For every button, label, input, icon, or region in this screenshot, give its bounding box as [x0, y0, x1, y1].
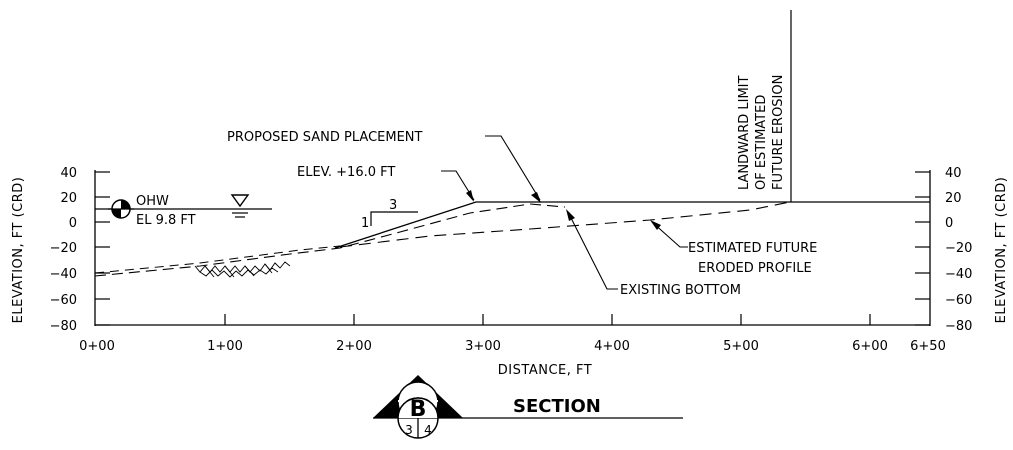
proposed-sand-leader [485, 135, 541, 201]
landward-line-2: OF ESTIMATED [754, 95, 769, 190]
water-level-icon [230, 194, 250, 218]
x-tick-label: 2+00 [336, 339, 372, 354]
right-tick-label: 40 [945, 166, 962, 181]
landward-limit-label: LANDWARD LIMIT OF ESTIMATED FUTURE EROSI… [737, 75, 786, 190]
left-tick-label: −60 [50, 293, 77, 308]
proposed-sand-arrowhead [531, 192, 541, 203]
right-axis-title: ELEVATION, FT (CRD) [994, 177, 1009, 324]
ohw-target-icon [108, 199, 134, 219]
elevation-arrowhead [466, 190, 474, 202]
right-tick-label: −80 [945, 319, 972, 334]
left-tick-label: −20 [50, 241, 77, 256]
left-tick-label: −40 [50, 267, 77, 282]
right-axis-tick-labels: 40 20 0 −20 −40 −60 −80 [945, 166, 972, 334]
sheet-number-left: 3 [405, 423, 413, 437]
ohw-elevation: EL 9.8 FT [136, 213, 196, 228]
x-tick-label: 0+00 [79, 339, 115, 354]
x-tick-label: 5+00 [723, 339, 759, 354]
left-axis-tick-labels: 40 20 0 −20 −40 −60 −80 [50, 166, 77, 334]
existing-bottom-leader [567, 211, 618, 290]
proposed-sand-label: PROPOSED SAND PLACEMENT [227, 130, 423, 145]
hardbottom-hatch [194, 261, 291, 278]
ohw-label: OHW [136, 194, 169, 209]
elevation-leader [441, 170, 475, 201]
bottom-axis-ticks [224, 314, 871, 325]
existing-bottom-arrowhead [566, 209, 575, 221]
section-marker: B 3 4 [373, 375, 463, 439]
section-letter: B [410, 397, 427, 422]
sheet-number-right: 4 [424, 423, 432, 437]
slope-indicator: 1 3 [361, 198, 418, 231]
left-tick-label: 0 [69, 216, 77, 231]
right-tick-label: 0 [945, 216, 953, 231]
section-title: SECTION [513, 396, 601, 417]
landward-line-1: LANDWARD LIMIT [737, 75, 752, 190]
left-tick-label: 20 [60, 191, 77, 206]
slope-run-label: 3 [389, 198, 397, 213]
left-axis-title: ELEVATION, FT (CRD) [11, 177, 26, 324]
eroded-arrowhead [650, 220, 661, 230]
x-tick-label: 4+00 [594, 339, 630, 354]
right-tick-label: −40 [945, 267, 972, 282]
slope-rise-label: 1 [361, 216, 369, 231]
right-tick-label: −60 [945, 293, 972, 308]
x-tick-label: 3+00 [465, 339, 501, 354]
left-tick-label: −80 [50, 319, 77, 334]
eroded-profile-line [339, 201, 791, 248]
proposed-profile-line [334, 201, 930, 249]
eroded-label-line-2: ERODED PROFILE [698, 261, 812, 276]
x-tick-label: 6+00 [852, 339, 888, 354]
left-axis-ticks [95, 171, 110, 326]
existing-bottom-line [94, 203, 566, 277]
eroded-label-line-1: ESTIMATED FUTURE [688, 241, 817, 256]
right-tick-label: 20 [945, 191, 962, 206]
existing-bottom-label: EXISTING BOTTOM [620, 283, 741, 298]
left-tick-label: 40 [60, 166, 77, 181]
x-axis-title: DISTANCE, FT [498, 363, 592, 378]
eroded-leader [651, 221, 688, 248]
right-axis-ticks [915, 171, 930, 326]
bottom-axis-tick-labels: 0+00 1+00 2+00 3+00 4+00 5+00 6+00 6+50 [79, 339, 946, 354]
x-tick-label: 6+50 [910, 339, 946, 354]
x-tick-label: 1+00 [207, 339, 243, 354]
landward-line-3: FUTURE EROSION [771, 75, 786, 190]
right-tick-label: −20 [945, 241, 972, 256]
elevation-label: ELEV. +16.0 FT [297, 165, 395, 180]
existing-bottom-lower-line [94, 245, 341, 274]
